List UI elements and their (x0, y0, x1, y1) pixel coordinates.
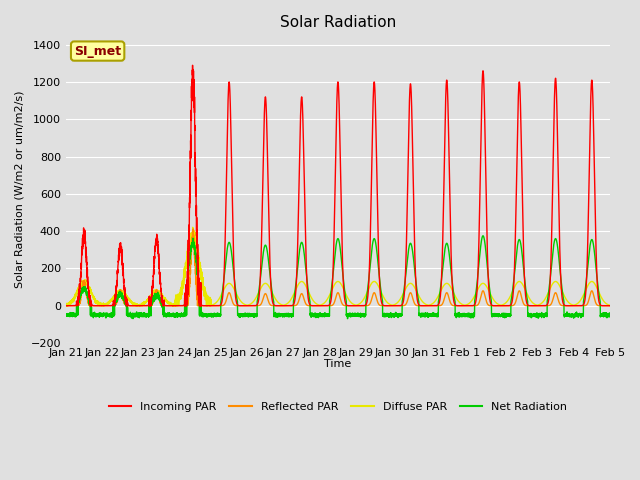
Title: Solar Radiation: Solar Radiation (280, 15, 396, 30)
Text: SI_met: SI_met (74, 45, 121, 58)
X-axis label: Time: Time (324, 359, 351, 369)
Y-axis label: Solar Radiation (W/m2 or um/m2/s): Solar Radiation (W/m2 or um/m2/s) (15, 90, 25, 288)
Legend: Incoming PAR, Reflected PAR, Diffuse PAR, Net Radiation: Incoming PAR, Reflected PAR, Diffuse PAR… (104, 398, 572, 417)
